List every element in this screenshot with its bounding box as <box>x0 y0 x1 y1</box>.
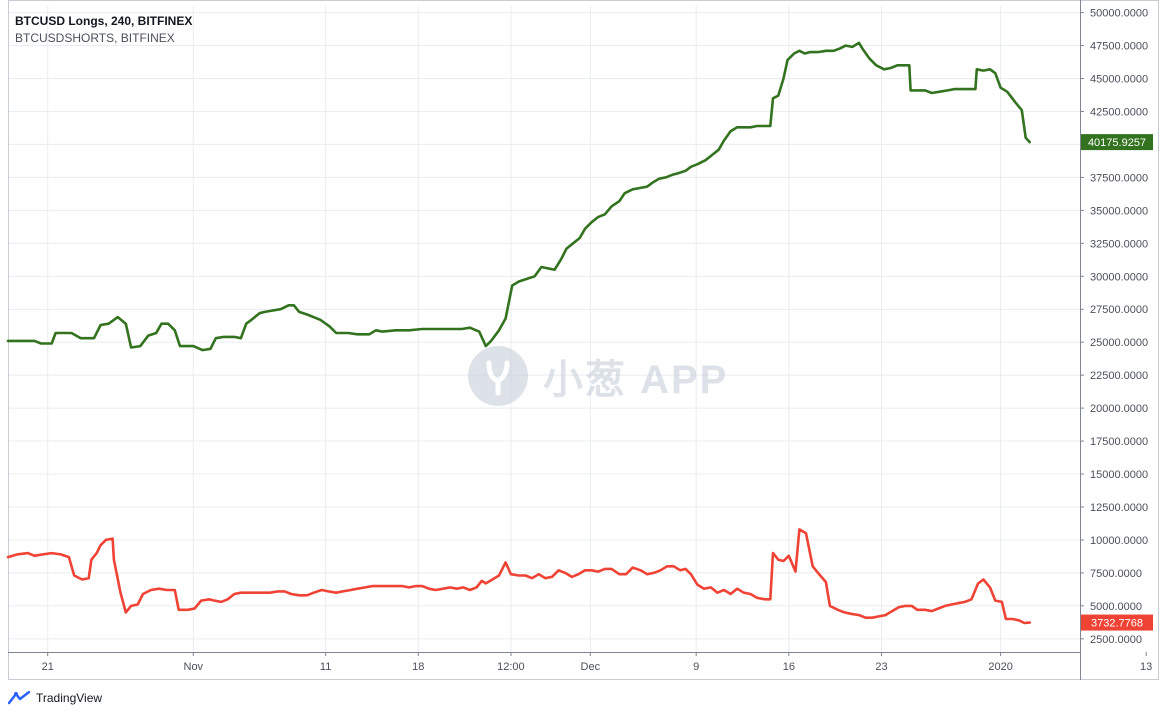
x-tick-label: 21 <box>42 661 54 673</box>
x-tick-label: Dec <box>581 661 601 673</box>
y-tick-label: 5000.0000 <box>1090 601 1142 613</box>
shorts-last-value-label: 3732.7768 <box>1091 618 1143 630</box>
x-tick-label: 23 <box>875 661 887 673</box>
longs-last-value-badge <box>1081 134 1153 151</box>
y-tick-label: 27500.0000 <box>1090 304 1148 316</box>
footer: TradingView <box>8 688 102 708</box>
y-tick-label: 7500.0000 <box>1090 568 1142 580</box>
y-tick-label: 50000.0000 <box>1090 8 1148 20</box>
y-tick-label: 2500.0000 <box>1090 634 1142 646</box>
y-tick-label: 30000.0000 <box>1090 271 1148 283</box>
longs-last-value-label: 40175.9257 <box>1088 137 1146 149</box>
y-tick-label: 12500.0000 <box>1090 502 1148 514</box>
y-tick-label: 35000.0000 <box>1090 205 1148 217</box>
x-tick-label: 16 <box>783 661 795 673</box>
longs-series-title: BTCUSD Longs, 240, BITFINEX <box>15 14 193 28</box>
watermark-text: 小葱 APP <box>543 358 729 402</box>
y-tick-label: 42500.0000 <box>1090 106 1148 118</box>
y-tick-label: 15000.0000 <box>1090 469 1148 481</box>
x-tick-label: 18 <box>412 661 424 673</box>
watermark: 小葱 APP <box>467 345 728 407</box>
y-tick-label: 17500.0000 <box>1090 436 1148 448</box>
y-tick-label: 25000.0000 <box>1090 337 1148 349</box>
x-tick-label: 13 <box>1140 661 1152 673</box>
longs-series-line[interactable] <box>6 41 1031 352</box>
x-tick-label: 9 <box>693 661 699 673</box>
y-tick-label: 37500.0000 <box>1090 172 1148 184</box>
x-tick-label: 2020 <box>988 661 1012 673</box>
tradingview-logo-icon[interactable] <box>8 691 30 705</box>
x-tick-label: Nov <box>184 661 204 673</box>
xiaocong-logo-icon <box>468 346 528 406</box>
chart-legend: BTCUSD Longs, 240, BITFINEX BTCUSDSHORTS… <box>15 13 192 47</box>
x-tick-label: 11 <box>320 661 331 673</box>
y-tick-label: 22500.0000 <box>1090 370 1148 382</box>
tradingview-brand[interactable]: TradingView <box>36 691 103 705</box>
shorts-series-title: BTCUSDSHORTS, BITFINEX <box>15 31 175 45</box>
y-tick-label: 45000.0000 <box>1090 74 1148 86</box>
y-tick-label: 32500.0000 <box>1090 238 1148 250</box>
y-tick-label: 10000.0000 <box>1090 535 1148 547</box>
y-tick-label: 47500.0000 <box>1090 41 1148 53</box>
shorts-series-line[interactable] <box>6 528 1031 625</box>
shorts-last-value-badge <box>1081 614 1153 631</box>
y-tick-label: 20000.0000 <box>1090 403 1148 415</box>
x-tick-label: 12:00 <box>497 661 525 673</box>
chart-frame <box>8 0 1159 680</box>
